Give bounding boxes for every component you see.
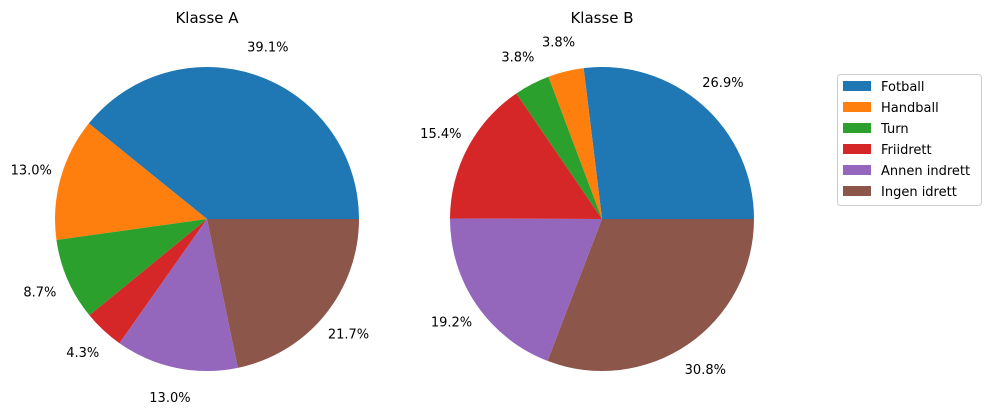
legend-label: Friidrett xyxy=(881,143,932,158)
pie-slice-ingen-idrett xyxy=(547,219,754,371)
legend: Fotball Handball Turn Friidrett Annen indret… xyxy=(837,74,982,206)
slice-label: 30.8% xyxy=(685,363,726,378)
slice-label: 15.4% xyxy=(420,127,461,142)
slice-label: 3.8% xyxy=(501,51,534,66)
legend-label: Handball xyxy=(881,101,939,116)
pie-slice-turn xyxy=(56,219,207,316)
pie-slice-handball xyxy=(548,68,602,219)
slice-label: 8.7% xyxy=(23,286,56,301)
slice-label: 26.9% xyxy=(702,76,743,91)
legend-swatch xyxy=(843,165,871,175)
slice-label: 3.8% xyxy=(542,35,575,50)
legend-label: Annen indrett xyxy=(881,164,970,179)
slice-label: 4.3% xyxy=(66,346,99,361)
pie-2: Klasse B 26.9% 3.8% 3.8% 15.4% 19.2% 30.8% xyxy=(420,9,754,378)
pie-slice-friidrett xyxy=(450,93,602,219)
pie-slice-turn xyxy=(516,76,602,219)
legend-swatch xyxy=(843,144,871,154)
legend-label: Fotball xyxy=(881,80,925,95)
chart-title: Klasse B xyxy=(570,9,633,27)
slice-label: 39.1% xyxy=(247,41,288,56)
slice-label: 13.0% xyxy=(11,164,52,179)
chart-title: Klasse A xyxy=(175,9,239,27)
legend-swatch xyxy=(843,81,871,91)
slice-label: 13.0% xyxy=(149,391,190,406)
pie-slice-handball xyxy=(55,123,208,240)
pie-slice-friidrett xyxy=(89,219,207,344)
legend-swatch xyxy=(843,123,871,133)
legend-swatch xyxy=(843,102,871,112)
pie-slice-annen-indrett xyxy=(450,218,602,361)
pie-slice-fotball xyxy=(88,67,359,219)
slice-label: 21.7% xyxy=(328,328,369,343)
legend-frame xyxy=(837,74,982,206)
slice-label: 19.2% xyxy=(431,316,472,331)
legend-swatch xyxy=(843,186,871,196)
legend-label: Turn xyxy=(880,122,909,137)
pie-slice-annen-indrett xyxy=(119,219,238,371)
pie-slice-ingen-idrett xyxy=(207,219,359,368)
legend-label: Ingen idrett xyxy=(881,185,957,200)
pie-1: Klasse A 39.1% 13.0% 8.7% 4.3% 13.0% 21.7% xyxy=(11,9,370,406)
pie-slice-fotball xyxy=(583,66,754,219)
